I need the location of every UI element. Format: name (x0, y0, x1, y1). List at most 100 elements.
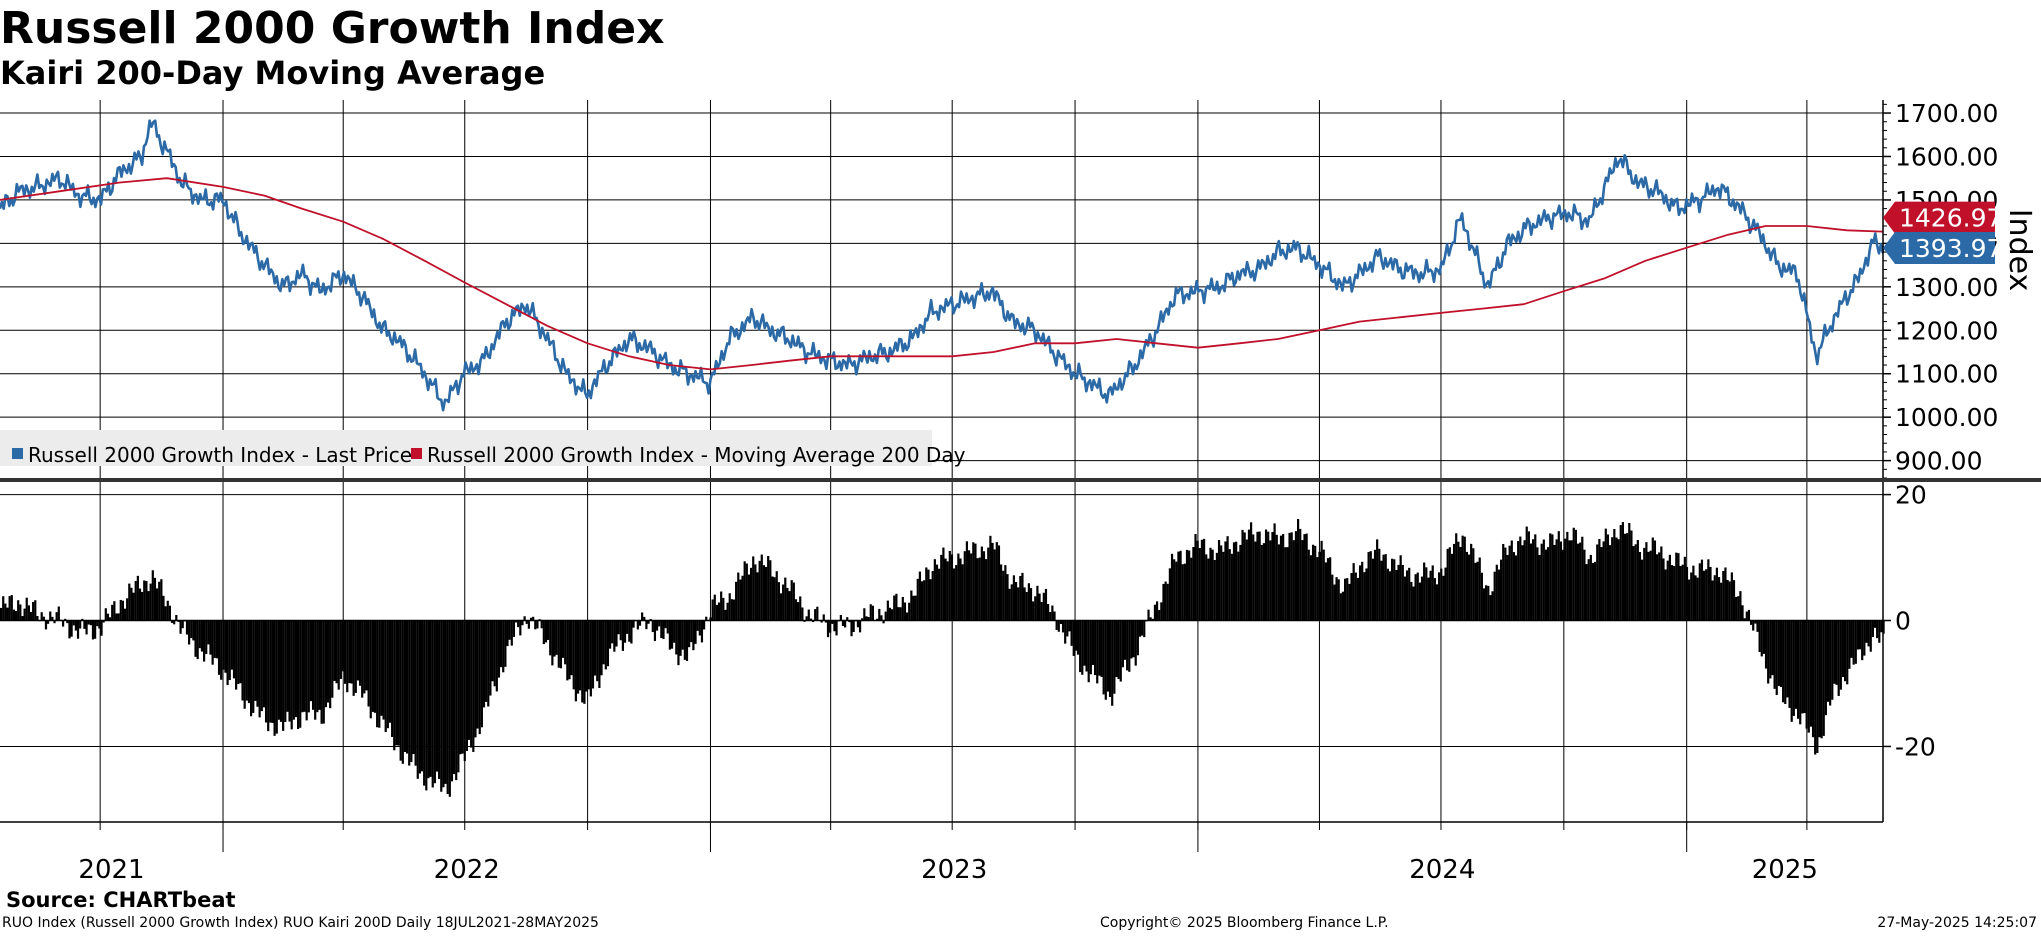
kairi-bar (1606, 534, 1610, 621)
kairi-bar (388, 620, 392, 723)
kairi-bar (997, 545, 1001, 621)
kairi-bar (1617, 539, 1620, 621)
svg-text:1393.97: 1393.97 (1899, 234, 2002, 263)
kairi-bar (1722, 571, 1725, 621)
kairi-bar (794, 599, 798, 621)
kairi-bar (1566, 531, 1569, 621)
kairi-bar (801, 607, 804, 621)
kairi-bar (393, 620, 396, 751)
kairi-bar (1534, 534, 1537, 621)
y-axis-title: Index (2002, 209, 2037, 292)
kairi-bar (476, 620, 479, 729)
kairi-bar (1472, 548, 1475, 621)
kairi-bar (1179, 550, 1182, 621)
kairi-bar (961, 564, 964, 621)
kairi-bar (485, 620, 488, 702)
kairi-bar (1604, 528, 1607, 621)
kairi-bar (420, 620, 424, 772)
kairi-bar (1741, 605, 1744, 621)
kairi-bar (230, 620, 233, 670)
kairi-bar (726, 602, 729, 621)
kairi-bar (895, 593, 898, 621)
kairi-bar (1474, 562, 1477, 621)
kairi-bar (1583, 549, 1586, 621)
kairi-bar (1564, 538, 1567, 621)
kairi-bar (1089, 620, 1092, 675)
kairi-bar (1258, 531, 1261, 621)
kairi-bar (1207, 558, 1210, 621)
kairi-bar (1224, 541, 1227, 621)
kairi-bar (21, 616, 24, 621)
kairi-bar (1388, 571, 1392, 621)
kairi-bar (1017, 587, 1020, 621)
kairi-bar (1115, 620, 1118, 678)
kairi-bar (980, 546, 983, 621)
kairi-bar (713, 594, 716, 621)
kairi-bar (1608, 545, 1612, 621)
kairi-bar (608, 620, 612, 649)
kairi-bar (363, 620, 366, 694)
kairi-bar (418, 620, 422, 774)
kairi-bar (1698, 563, 1701, 621)
kairi-bar (279, 620, 283, 722)
kairi-bar (1837, 620, 1840, 696)
kairi-bar (94, 620, 97, 639)
kairi-bar (1452, 543, 1456, 621)
kairi-bar (967, 550, 971, 621)
kairi-bar (91, 620, 95, 640)
kairi-bar (1138, 620, 1142, 637)
kairi-bar (878, 608, 881, 621)
kairi-bar (243, 620, 246, 709)
kairi-bar (534, 620, 537, 630)
kairi-bar (1070, 620, 1073, 646)
legend-swatch-ma (411, 448, 422, 459)
kairi-bar (367, 620, 370, 707)
kairi-bar (1749, 620, 1753, 625)
kairi-bar (1863, 620, 1866, 656)
kairi-bar (1143, 620, 1146, 638)
kairi-bar (489, 620, 492, 696)
kairi-bar (108, 617, 112, 621)
kairi-bar (1311, 544, 1315, 621)
kairi-bar (1769, 620, 1772, 679)
kairi-bar (438, 620, 441, 779)
kairi-bar (683, 620, 686, 660)
x-axis-labels: 2021 2022 2023 2024 2025 (78, 855, 1818, 885)
kairi-bar (985, 559, 988, 621)
panel-separator (0, 478, 2041, 482)
kairi-bar (72, 620, 75, 626)
kairi-bar (645, 620, 648, 630)
kairi-bar (254, 620, 257, 701)
kairi-bar (463, 620, 466, 762)
kairi-bar (4, 603, 7, 621)
kairi-bar (70, 620, 73, 637)
kairi-bar (737, 572, 740, 621)
kairi-bar (29, 611, 33, 621)
kairi-bar (888, 607, 892, 621)
kairi-bar (861, 618, 864, 621)
kairi-bar (831, 620, 834, 624)
kairi-bar (1254, 541, 1257, 621)
kairi-bar (1072, 620, 1075, 656)
footer-security: RUO Index (Russell 2000 Growth Index) RU… (2, 915, 599, 931)
kairi-bar (1047, 604, 1050, 621)
kairi-bar (1326, 558, 1330, 621)
kairi-bar (1540, 543, 1543, 621)
kairi-bar (596, 620, 599, 682)
kairi-bar (908, 602, 911, 621)
kairi-bar (14, 611, 18, 621)
kairi-bar (442, 620, 445, 788)
kairi-bar (848, 620, 851, 623)
kairi-bar (897, 607, 900, 621)
kairi-bar (905, 612, 909, 621)
kairi-bar (1470, 543, 1473, 621)
kairi-bar (846, 617, 849, 621)
x-tick-label: 2024 (1409, 855, 1475, 885)
kairi-bar (1873, 620, 1877, 628)
kairi-bar (1510, 540, 1513, 621)
kairi-bar (1378, 548, 1381, 621)
kairi-bar (44, 620, 48, 630)
kairi-bar (213, 620, 216, 659)
kairi-bar (976, 558, 979, 621)
